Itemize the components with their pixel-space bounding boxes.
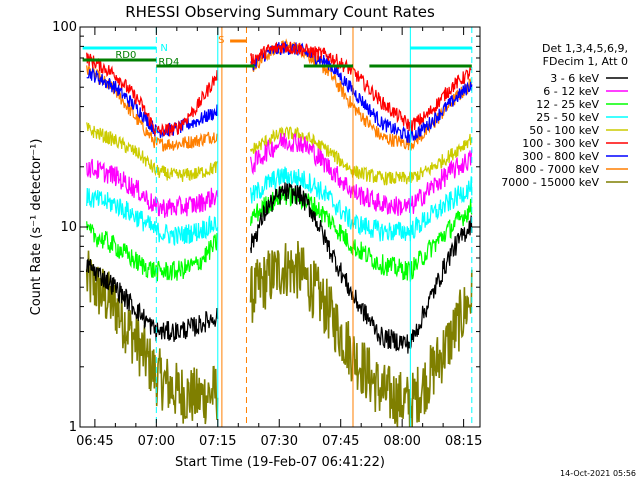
state-bars: N RD0 RD4 S — [82, 35, 472, 68]
series-line — [86, 66, 219, 138]
legend-entry: 7000 - 15000 keV — [501, 176, 599, 189]
y-tick-label: 100 — [52, 20, 77, 35]
series-line — [250, 182, 473, 354]
y-tick-label: 10 — [60, 220, 77, 235]
marker-lines — [155, 27, 473, 427]
y-axis: 1 10 100 — [52, 20, 480, 435]
series-group — [85, 38, 473, 428]
x-tick-label: 08:15 — [445, 434, 482, 449]
series-line — [86, 158, 219, 218]
series-line — [250, 126, 473, 186]
state-bar-label: N — [160, 43, 167, 54]
series-line — [86, 122, 219, 182]
legend-title: Det 1,3,4,5,6,9, — [542, 42, 628, 55]
series-line — [86, 52, 219, 137]
state-bar-label: RD0 — [115, 50, 136, 61]
legend-entry: 800 - 7000 keV — [515, 163, 599, 176]
x-tick-label: 06:45 — [76, 434, 113, 449]
legend-entry: 25 - 50 keV — [536, 111, 599, 124]
legend-entry: 3 - 6 keV — [550, 72, 599, 85]
state-bar-label: S — [218, 35, 224, 46]
series-line — [86, 187, 219, 246]
legend-entry: 50 - 100 keV — [529, 124, 599, 137]
legend-entry: 300 - 800 keV — [522, 150, 599, 163]
legend-title: FDecim 1, Att 0 — [543, 55, 628, 68]
x-axis-label: Start Time (19-Feb-07 06:41:22) — [175, 455, 385, 470]
series-line — [86, 258, 219, 342]
legend-entry: 6 - 12 keV — [543, 85, 599, 98]
legend-entry: 12 - 25 keV — [536, 98, 599, 111]
x-axis: 06:45 07:00 07:15 07:30 07:45 08:00 08:15 — [76, 27, 482, 449]
state-bar-label: RD4 — [158, 57, 179, 68]
footer-date: 14-Oct-2021 05:56 — [560, 469, 636, 478]
chart-title: RHESSI Observing Summary Count Rates — [125, 3, 435, 21]
legend-entry: 100 - 300 keV — [522, 137, 599, 150]
x-tick-label: 07:30 — [261, 434, 298, 449]
legend: Det 1,3,4,5,6,9,FDecim 1, Att 0 3 - 6 keV… — [501, 42, 628, 189]
x-tick-label: 07:45 — [322, 434, 359, 449]
x-tick-label: 08:00 — [383, 434, 420, 449]
series-line — [86, 221, 218, 282]
plot-content: N RD0 RD4 S — [82, 27, 473, 428]
series-line — [86, 65, 219, 152]
series-line — [250, 41, 473, 132]
series-line — [250, 132, 473, 216]
y-axis-label: Count Rate (s⁻¹ detector⁻¹) — [29, 139, 44, 316]
series-line — [249, 240, 473, 428]
x-tick-label: 07:15 — [199, 434, 236, 449]
x-tick-label: 07:00 — [138, 434, 175, 449]
y-tick-label: 1 — [69, 420, 77, 435]
